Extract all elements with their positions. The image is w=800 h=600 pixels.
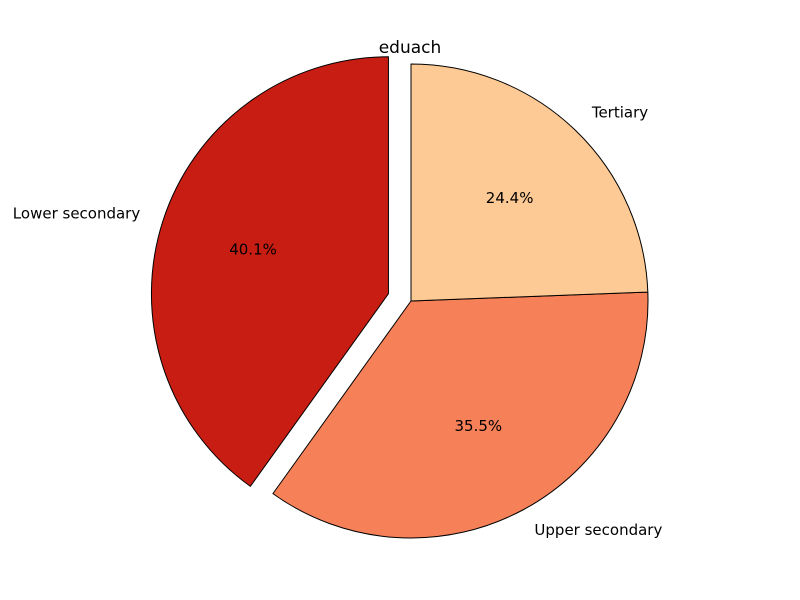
pie-slice-upper-secondary: [272, 291, 649, 539]
pie-slices: [150, 56, 649, 539]
slice-label-lower-secondary: Lower secondary: [13, 204, 141, 222]
chart-title: eduach: [379, 38, 442, 58]
percent-label-tertiary: 24.4%: [486, 189, 534, 207]
slice-label-upper-secondary: Upper secondary: [534, 521, 662, 539]
percent-label-lower-secondary: 40.1%: [229, 241, 277, 259]
pie-labels: Lower secondary 40.1% Upper secondary 35.5%…: [13, 104, 663, 539]
pie-slice-lower-secondary: [150, 56, 389, 487]
percent-label-upper-secondary: 35.5%: [454, 417, 502, 435]
pie-slice-tertiary: [410, 63, 649, 302]
slice-label-tertiary: Tertiary: [591, 104, 648, 122]
